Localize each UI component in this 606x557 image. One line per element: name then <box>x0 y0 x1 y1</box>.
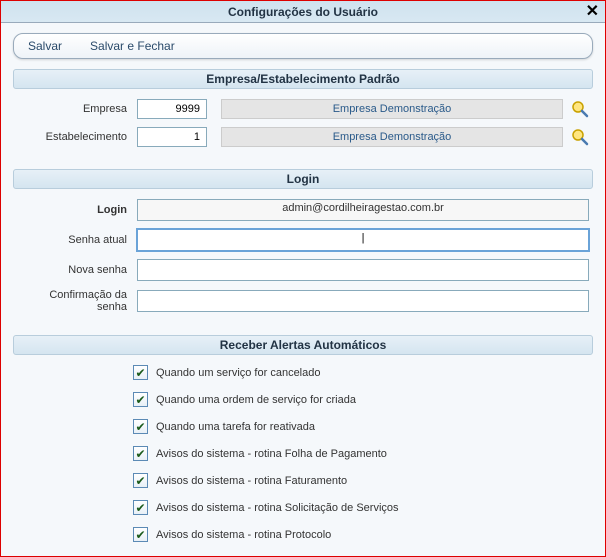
estab-row: Estabelecimento Empresa Demonstração <box>17 127 589 147</box>
alert-row: ✔ Avisos do sistema - rotina Solicitação … <box>133 500 589 515</box>
close-icon[interactable]: ✕ <box>586 1 599 23</box>
empresa-label: Empresa <box>17 103 137 115</box>
search-estab-icon[interactable] <box>571 128 589 146</box>
alert-checkbox[interactable]: ✔ <box>133 500 148 515</box>
toolbar: Salvar Salvar e Fechar <box>13 33 593 59</box>
alert-label: Avisos do sistema - rotina Faturamento <box>156 475 347 487</box>
alert-label: Quando um serviço for cancelado <box>156 367 320 379</box>
alert-row: ✔ Avisos do sistema - rotina Faturamento <box>133 473 589 488</box>
nova-senha-row: Nova senha <box>17 259 589 281</box>
conf-senha-row: Confirmação da senha <box>17 289 589 313</box>
alert-checkbox[interactable]: ✔ <box>133 365 148 380</box>
alert-label: Avisos do sistema - rotina Solicitação d… <box>156 502 399 514</box>
alert-label: Avisos do sistema - rotina Folha de Paga… <box>156 448 387 460</box>
login-row: Login admin@cordilheiragestao.com.br <box>17 199 589 221</box>
empresa-form: Empresa Empresa Demonstração Estabelecim… <box>13 89 593 159</box>
alert-checkbox[interactable]: ✔ <box>133 419 148 434</box>
titlebar: Configurações do Usuário ✕ <box>1 1 605 23</box>
login-label: Login <box>17 204 137 216</box>
alert-row: ✔ Quando um serviço for cancelado <box>133 365 589 380</box>
conf-senha-label: Confirmação da senha <box>17 289 137 313</box>
alert-label: Quando uma ordem de serviço for criada <box>156 394 356 406</box>
estab-label: Estabelecimento <box>17 131 137 143</box>
alert-checkbox[interactable]: ✔ <box>133 473 148 488</box>
empresa-display: Empresa Demonstração <box>221 99 563 119</box>
content-area: Salvar Salvar e Fechar Empresa/Estabelec… <box>1 23 605 556</box>
alert-checkbox[interactable]: ✔ <box>133 446 148 461</box>
senha-atual-label: Senha atual <box>17 234 137 246</box>
estab-input[interactable] <box>137 127 207 147</box>
user-settings-window: Configurações do Usuário ✕ Salvar Salvar… <box>0 0 606 557</box>
empresa-input[interactable] <box>137 99 207 119</box>
alerts-list: ✔ Quando um serviço for cancelado ✔ Quando … <box>13 355 593 556</box>
alert-checkbox[interactable]: ✔ <box>133 527 148 542</box>
nova-senha-label: Nova senha <box>17 264 137 276</box>
conf-senha-input[interactable] <box>137 290 589 312</box>
alert-label: Avisos do sistema - rotina Protocolo <box>156 529 331 541</box>
section-alerts-header: Receber Alertas Automáticos <box>13 335 593 355</box>
nova-senha-input[interactable] <box>137 259 589 281</box>
login-value: admin@cordilheiragestao.com.br <box>137 199 589 221</box>
alert-row: ✔ Avisos do sistema - rotina Folha de Pag… <box>133 446 589 461</box>
alert-row: ✔ Quando uma tarefa for reativada <box>133 419 589 434</box>
save-close-button[interactable]: Salvar e Fechar <box>84 37 181 55</box>
section-login-header: Login <box>13 169 593 189</box>
search-empresa-icon[interactable] <box>571 100 589 118</box>
window-title: Configurações do Usuário <box>228 5 378 19</box>
senha-atual-input[interactable]: | <box>137 229 589 251</box>
estab-display: Empresa Demonstração <box>221 127 563 147</box>
alert-row: ✔ Avisos do sistema - rotina Protocolo <box>133 527 589 542</box>
save-button[interactable]: Salvar <box>22 37 68 55</box>
senha-atual-row: Senha atual | <box>17 229 589 251</box>
alert-row: ✔ Quando uma ordem de serviço for criada <box>133 392 589 407</box>
section-empresa-header: Empresa/Estabelecimento Padrão <box>13 69 593 89</box>
alert-label: Quando uma tarefa for reativada <box>156 421 315 433</box>
login-form: Login admin@cordilheiragestao.com.br Sen… <box>13 189 593 325</box>
empresa-row: Empresa Empresa Demonstração <box>17 99 589 119</box>
alert-checkbox[interactable]: ✔ <box>133 392 148 407</box>
